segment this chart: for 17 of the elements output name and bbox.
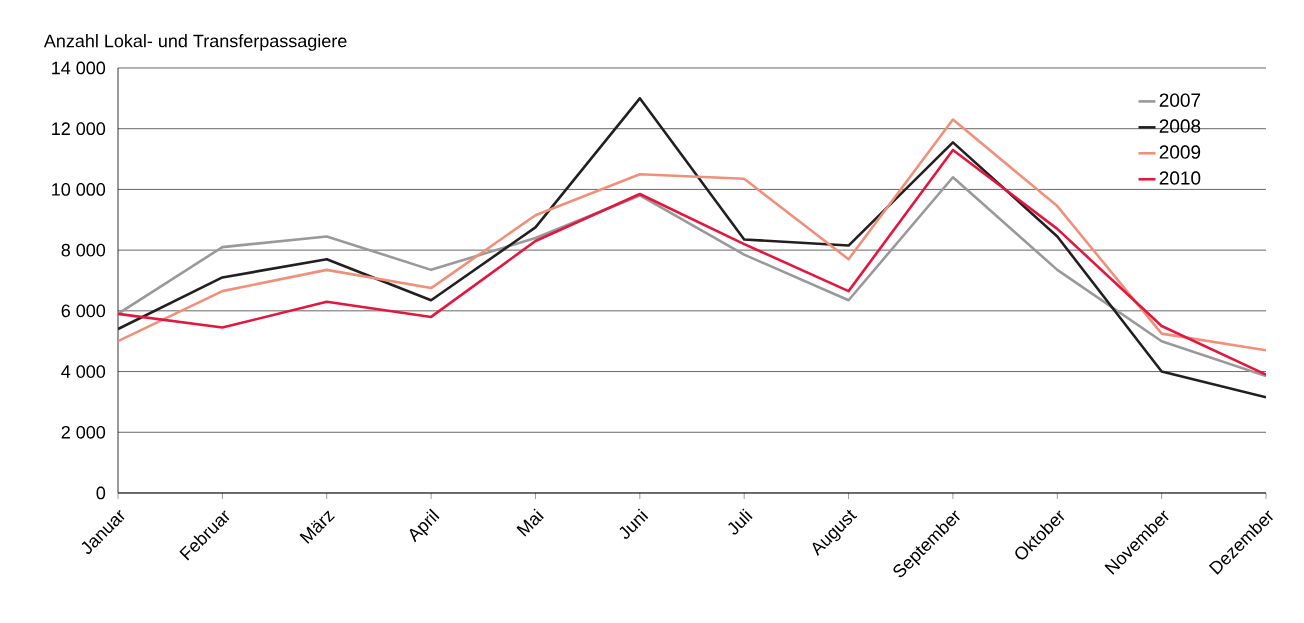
x-tick-label: Mai xyxy=(516,508,544,537)
y-axis-title: Anzahl Lokal- und Transferpassagiere xyxy=(43,34,347,51)
x-tick-label: Juli xyxy=(728,508,753,535)
line-series xyxy=(118,118,1267,352)
y-tick-label: 4 000 xyxy=(61,365,106,378)
y-tick-label: 6 000 xyxy=(61,304,106,318)
legend-label: 2009 xyxy=(1159,145,1201,159)
y-tick-label: 12 000 xyxy=(52,122,106,136)
y-tick-label: 2 000 xyxy=(61,425,106,439)
y-tick-label: 14 000 xyxy=(52,61,106,75)
x-tick-label: Juni xyxy=(619,508,649,539)
y-tick-label: 8 000 xyxy=(61,243,106,257)
legend-label: 2007 xyxy=(1159,93,1201,107)
legend-label: 2008 xyxy=(1159,119,1201,133)
legend-label: 2010 xyxy=(1159,171,1201,185)
y-tick-label: 10 000 xyxy=(52,183,106,196)
y-tick-label: 0 xyxy=(96,486,106,500)
